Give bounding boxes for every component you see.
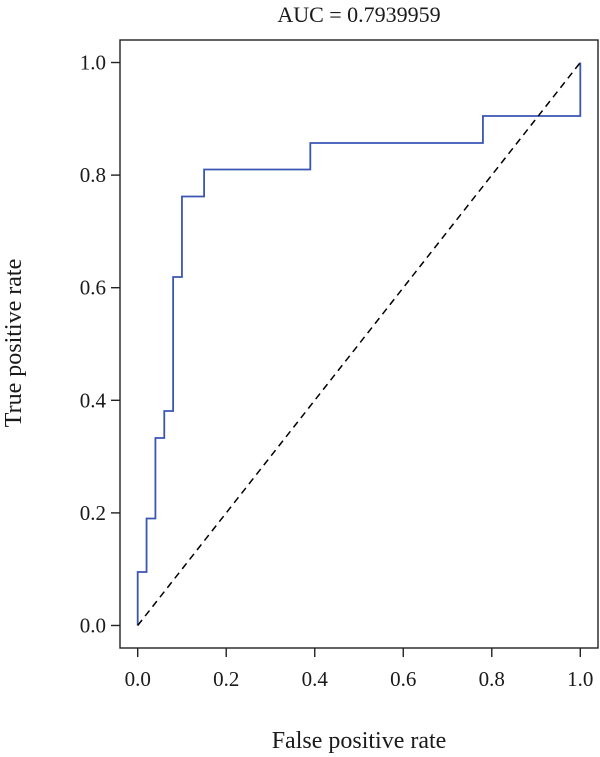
x-tick-label: 1.0 (567, 667, 593, 691)
x-tick-label: 0.4 (302, 667, 329, 691)
diagonal-reference-line (137, 62, 581, 626)
y-axis: 0.0 0.2 0.4 0.6 0.8 1.0 (80, 51, 120, 637)
y-axis-title: True positive rate (1, 259, 27, 427)
x-tick-label: 0.2 (213, 667, 239, 691)
x-axis: 0.0 0.2 0.4 0.6 0.8 1.0 (125, 648, 593, 691)
x-tick-label: 0.0 (125, 667, 151, 691)
x-tick-label: 0.6 (390, 667, 416, 691)
chart-title: AUC = 0.7939959 (277, 2, 440, 27)
roc-curve (136, 62, 582, 626)
y-tick-label: 1.0 (80, 51, 106, 75)
plot-frame (119, 39, 599, 649)
y-tick-label: 0.8 (80, 163, 106, 187)
series-layer (136, 62, 582, 626)
y-tick-label: 0.4 (80, 388, 107, 412)
x-axis-title: False positive rate (272, 728, 447, 754)
y-tick-label: 0.6 (80, 276, 106, 300)
y-tick-label: 0.2 (80, 501, 106, 525)
y-tick-label: 0.0 (80, 613, 106, 637)
x-tick-label: 0.8 (479, 667, 505, 691)
